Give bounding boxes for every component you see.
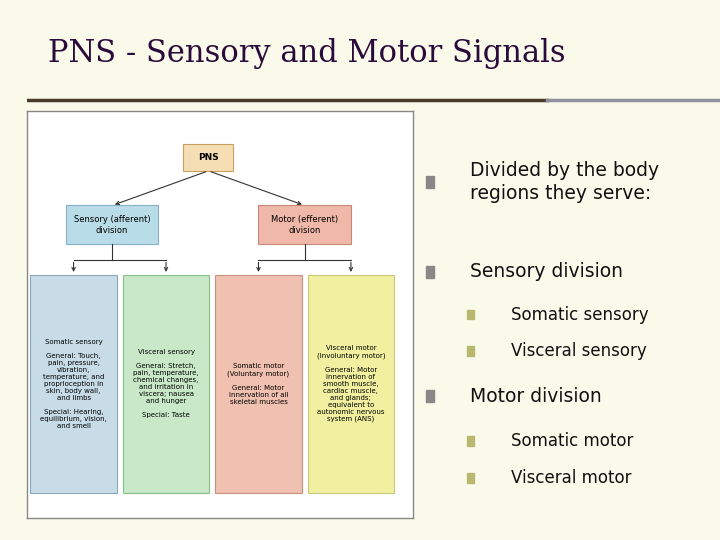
Text: Visceral motor: Visceral motor xyxy=(510,469,631,487)
Bar xyxy=(30,275,117,493)
Bar xyxy=(184,144,233,171)
Bar xyxy=(258,206,351,244)
Text: Divided by the body
regions they serve:: Divided by the body regions they serve: xyxy=(469,161,659,203)
Text: Somatic sensory

General: Touch,
pain, pressure,
vibration,
temperature, and
pro: Somatic sensory General: Touch, pain, pr… xyxy=(40,339,107,429)
Text: Somatic sensory: Somatic sensory xyxy=(510,306,648,323)
Bar xyxy=(426,266,434,278)
Bar xyxy=(122,275,210,493)
Bar xyxy=(426,176,434,188)
Text: Motor (efferent)
division: Motor (efferent) division xyxy=(271,215,338,234)
Bar xyxy=(426,390,434,402)
Text: Sensory division: Sensory division xyxy=(469,262,623,281)
Bar xyxy=(467,472,474,483)
Text: Sensory (afferent)
division: Sensory (afferent) division xyxy=(73,215,150,234)
Bar xyxy=(467,436,474,446)
Text: PNS - Sensory and Motor Signals: PNS - Sensory and Motor Signals xyxy=(48,38,566,69)
Text: PNS: PNS xyxy=(198,153,219,162)
Bar xyxy=(467,346,474,356)
Bar xyxy=(307,275,395,493)
Text: Somatic motor
(Voluntary motor)

General: Motor
innervation of all
skeletal musc: Somatic motor (Voluntary motor) General:… xyxy=(228,363,289,404)
Text: Motor division: Motor division xyxy=(469,387,601,406)
Text: Visceral motor
(Involuntary motor)

General: Motor
innervation of
smooth muscle,: Visceral motor (Involuntary motor) Gener… xyxy=(317,346,385,422)
Bar xyxy=(467,309,474,320)
Text: Visceral sensory: Visceral sensory xyxy=(510,342,647,360)
Bar xyxy=(215,275,302,493)
Bar xyxy=(66,206,158,244)
Text: Somatic motor: Somatic motor xyxy=(510,432,633,450)
Text: Visceral sensory

General: Stretch,
pain, temperature,
chemical changes,
and irr: Visceral sensory General: Stretch, pain,… xyxy=(133,349,199,418)
